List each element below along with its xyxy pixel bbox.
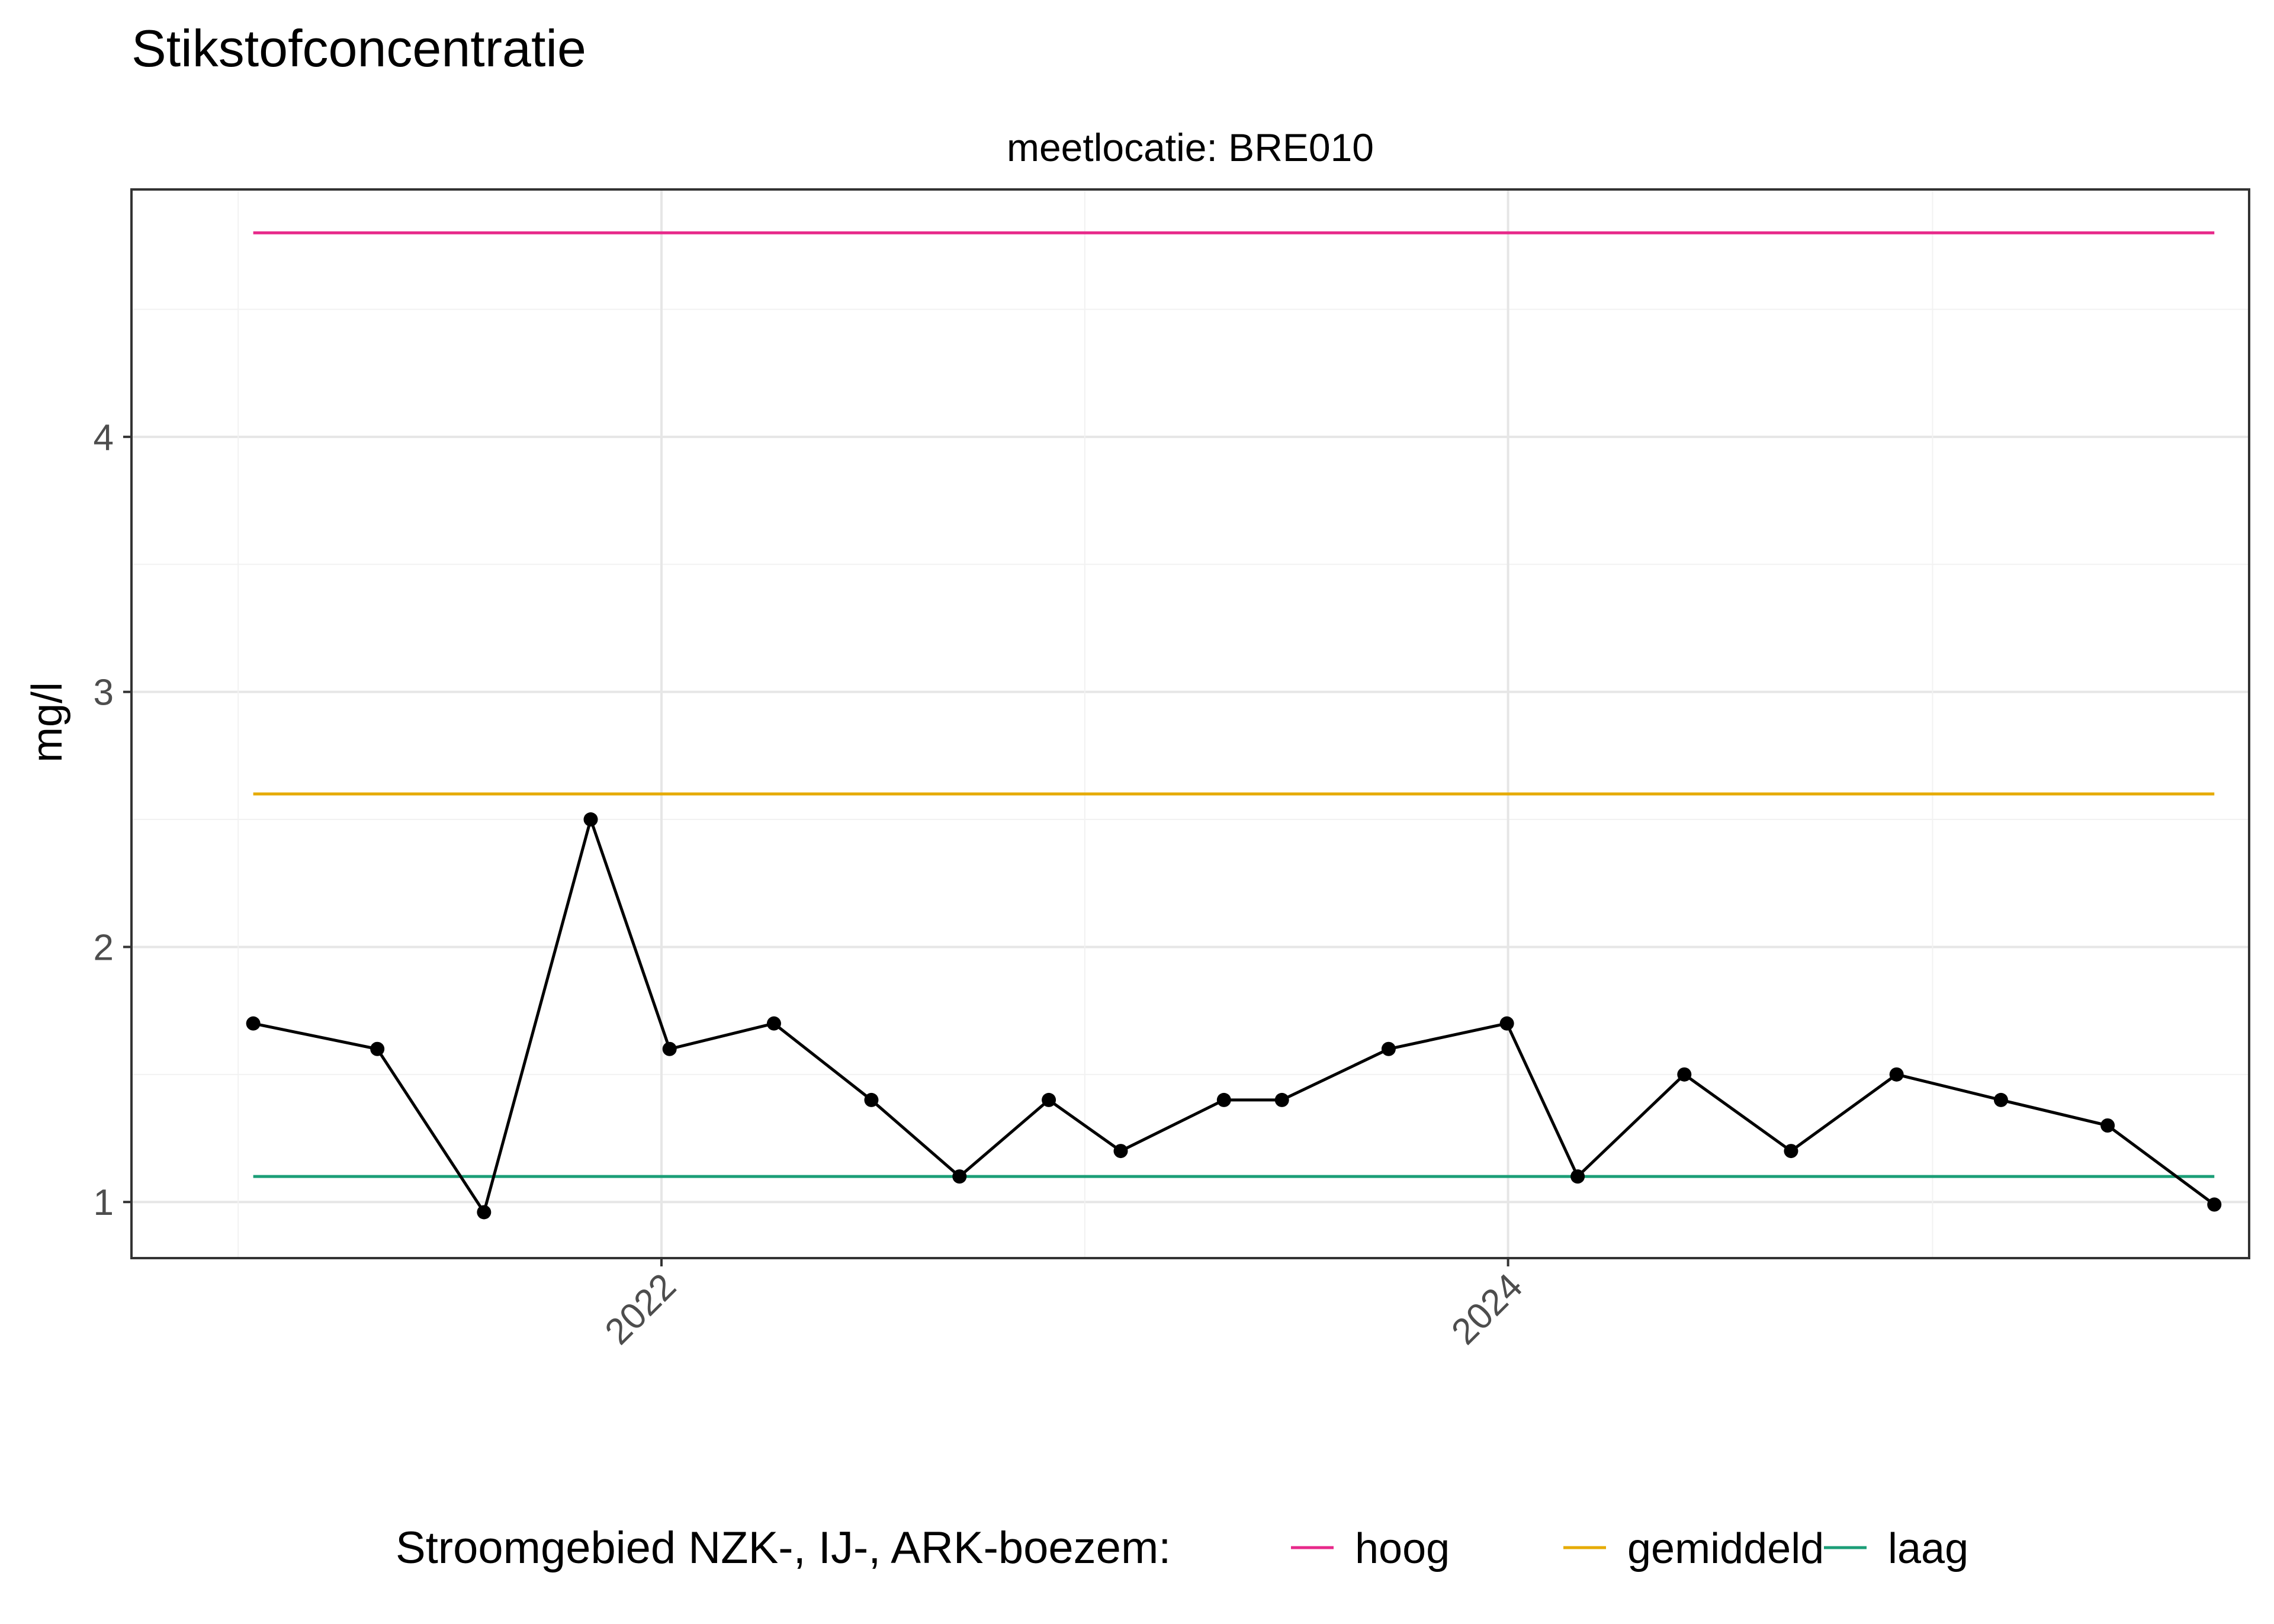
y-tick-label: 3	[94, 673, 114, 713]
chart-title: Stikstofconcentratie	[131, 19, 586, 78]
series-line	[253, 818, 2215, 1214]
data-point	[766, 1016, 781, 1031]
legend-label-gemiddeld: gemiddeld	[1627, 1525, 1824, 1572]
data-point	[662, 1041, 677, 1056]
facet-label: meetlocatie: BRE010	[1007, 126, 1374, 169]
data-point	[1381, 1041, 1396, 1056]
reference-lines	[253, 231, 2215, 1178]
grid-lines	[131, 189, 2249, 1258]
data-point	[1889, 1067, 1904, 1082]
data-point	[1993, 1092, 2008, 1107]
plot-panel-border	[130, 188, 2250, 1259]
data-point	[1499, 1016, 1514, 1031]
y-axis-label: mg/l	[24, 682, 71, 763]
data-point	[1677, 1067, 1692, 1082]
data-point	[2100, 1118, 2115, 1133]
x-tick-label: 2024	[1444, 1266, 1530, 1352]
data-point	[864, 1092, 879, 1107]
data-series	[246, 812, 2222, 1220]
data-point	[1042, 1092, 1056, 1107]
data-point	[246, 1016, 261, 1031]
y-tick-label: 4	[94, 417, 114, 458]
x-axis: 2022 2024	[598, 1258, 1530, 1352]
y-axis: 1 2 3 4	[94, 417, 131, 1223]
data-point	[952, 1169, 967, 1184]
data-point	[1216, 1092, 1231, 1107]
legend-label-laag: laag	[1888, 1525, 1968, 1572]
data-point	[1113, 1144, 1128, 1159]
y-tick-label: 2	[94, 927, 114, 968]
data-point	[1570, 1169, 1585, 1184]
data-point	[477, 1205, 492, 1220]
data-point	[370, 1041, 385, 1056]
x-tick-label: 2022	[598, 1266, 684, 1352]
legend-title: Stroomgebied NZK-, IJ-, ARK-boezem:	[396, 1523, 1171, 1573]
data-point	[2207, 1197, 2222, 1212]
y-tick-label: 1	[94, 1182, 114, 1223]
data-point	[1274, 1092, 1289, 1107]
legend: Stroomgebied NZK-, IJ-, ARK-boezem: hoog…	[396, 1523, 1968, 1573]
legend-label-hoog: hoog	[1355, 1525, 1450, 1572]
data-point	[1784, 1144, 1798, 1159]
data-point	[583, 812, 598, 827]
